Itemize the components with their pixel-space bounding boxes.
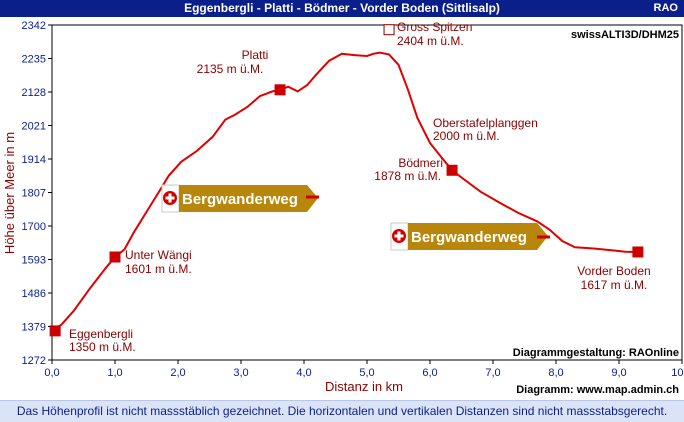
diagram-credit: Diagramm: www.map.admin.ch [516, 384, 679, 396]
waypoint-marker-platti [274, 84, 286, 96]
waypoint-marker-eggenbergli [49, 325, 61, 337]
y-tick-label: 1272 [22, 355, 46, 367]
chart-title-bar: Eggenbergli - Platti - Bödmer - Vorder B… [0, 0, 684, 17]
x-tick-label: 5,0 [359, 367, 374, 379]
brand-label: RAO [653, 2, 678, 14]
x-axis-label: Distanz in km [325, 379, 403, 394]
swiss-cross-icon [163, 191, 177, 205]
waypoint-marker-unter-w-ngi [109, 251, 121, 263]
label-vorder-boden-name: Vorder Boden [577, 264, 650, 278]
waypoint-marker-gross-spitzen [383, 24, 395, 36]
elevation-model-credit: swissALTI3D/DHM25 [571, 29, 679, 41]
y-tick-label: 2342 [22, 20, 46, 32]
profile-line [51, 51, 638, 332]
label-oberstafelplanggen-elev: 2000 m ü.M. [433, 129, 500, 143]
label-unter-waengi-name: Unter Wängi [125, 248, 192, 262]
label-platti-name: Platti [242, 48, 269, 62]
label-eggenbergli-elev: 1350 m ü.M. [69, 340, 136, 354]
y-tick-label: 1807 [22, 188, 46, 200]
y-tick-label: 1700 [22, 221, 46, 233]
x-axis: 0,0 1,0 2,0 3,0 4,0 5,0 6,0 7,0 8,0 9,0 10,0 [44, 360, 684, 379]
label-eggenbergli-name: Eggenbergli [69, 327, 133, 341]
plot-frame [51, 24, 683, 361]
label-vorder-boden-elev: 1617 m ü.M. [581, 278, 648, 292]
disclaimer-bar: Das Höhenprofil ist nicht massstäblich g… [0, 400, 684, 422]
y-tick-label: 1379 [22, 322, 46, 334]
label-gross-spitzen-elev: 2404 m ü.M. [397, 34, 464, 48]
x-tick-label: 8,0 [548, 367, 563, 379]
x-tick-label: 9,0 [611, 367, 626, 379]
hiking-trail-badge: Bergwanderweg [390, 222, 550, 251]
y-axis: 1272 1379 1486 1593 1700 1807 1914 2021 2128 2235… [22, 20, 52, 367]
label-gross-spitzen-name: Gross Spitzen [397, 20, 472, 34]
label-boedmeri-elev: 1878 m ü.M. [374, 169, 441, 183]
y-tick-label: 2021 [22, 121, 46, 133]
badge-label: Bergwanderweg [411, 229, 527, 246]
x-tick-label: 0,0 [44, 367, 59, 379]
y-tick-label: 2235 [22, 54, 46, 66]
x-tick-label: 3,0 [233, 367, 248, 379]
label-unter-waengi-elev: 1601 m ü.M. [125, 262, 192, 276]
x-tick-label: 6,0 [422, 367, 437, 379]
waypoint-marker-b-dmeri [446, 164, 458, 176]
chart-title: Eggenbergli - Platti - Bödmer - Vorder B… [184, 1, 500, 15]
x-tick-label: 2,0 [170, 367, 185, 379]
design-credit: Diagrammgestaltung: RAOnline [513, 347, 679, 359]
y-tick-label: 1593 [22, 255, 46, 267]
x-tick-label: 4,0 [296, 367, 311, 379]
y-axis-label: Höhe über Meer in m [2, 132, 17, 254]
x-tick-label: 1,0 [107, 367, 122, 379]
y-tick-label: 2128 [22, 87, 46, 99]
label-platti-elev: 2135 m ü.M. [197, 62, 264, 76]
swiss-cross-icon [392, 229, 406, 243]
x-tick-label: 7,0 [485, 367, 500, 379]
hiking-trail-badge: Bergwanderweg [161, 184, 319, 213]
elevation-profile-chart: 1272 1379 1486 1593 1700 1807 1914 2021 2128 2235… [2, 20, 684, 396]
waypoint-markers [49, 24, 644, 337]
waypoint-marker-vorder-boden [632, 246, 644, 258]
y-tick-label: 1486 [22, 288, 46, 300]
disclaimer-text: Das Höhenprofil ist nicht massstäblich g… [16, 404, 668, 418]
label-boedmeri-name: Bödmeri [398, 156, 443, 170]
label-oberstafelplanggen-name: Oberstafelplanggen [433, 116, 538, 130]
x-tick-label: 10,0 [671, 367, 684, 379]
badge-label: Bergwanderweg [182, 191, 298, 208]
y-tick-label: 1914 [22, 154, 46, 166]
